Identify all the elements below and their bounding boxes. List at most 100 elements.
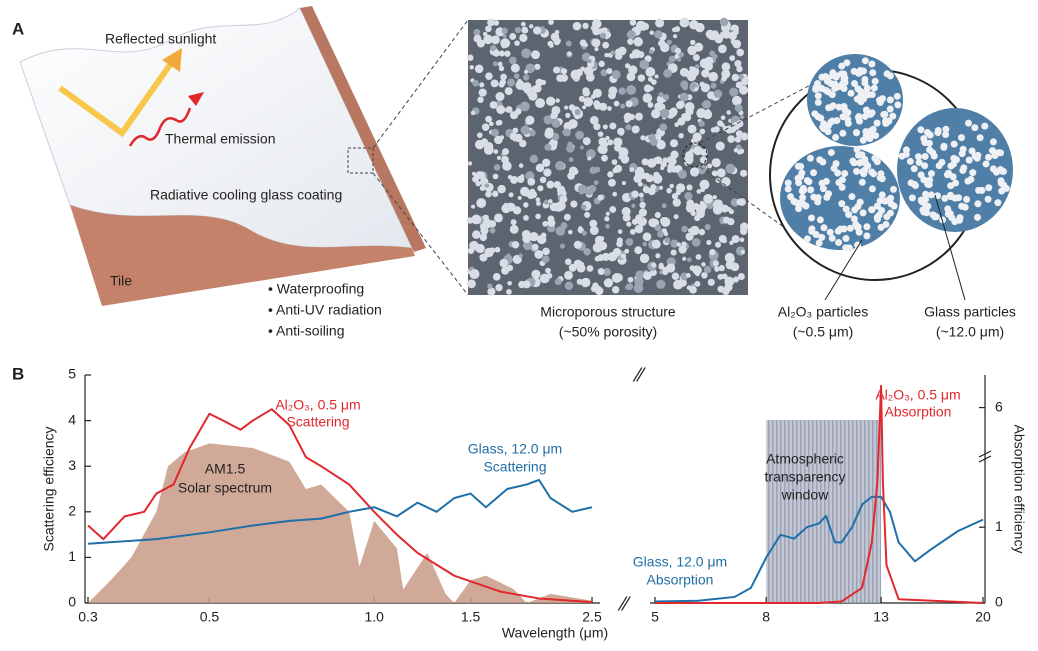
texture xyxy=(582,105,587,110)
texture xyxy=(577,261,585,269)
texture xyxy=(529,24,534,29)
texture xyxy=(597,194,604,201)
texture xyxy=(852,129,860,137)
texture xyxy=(814,92,822,100)
texture xyxy=(520,21,526,27)
texture xyxy=(950,154,958,162)
texture xyxy=(719,17,729,27)
axis-break: ⁄⁄ xyxy=(632,364,646,386)
texture xyxy=(846,224,854,232)
texture xyxy=(642,241,648,247)
texture xyxy=(795,179,803,187)
texture xyxy=(818,233,826,241)
texture xyxy=(479,82,485,88)
microporous-image xyxy=(466,17,749,296)
texture xyxy=(826,228,834,236)
texture xyxy=(611,70,621,79)
texture xyxy=(981,122,989,130)
texture xyxy=(467,279,476,289)
texture xyxy=(878,175,886,183)
texture xyxy=(699,128,706,135)
texture xyxy=(607,139,614,146)
texture xyxy=(484,141,494,152)
texture xyxy=(607,106,612,111)
texture xyxy=(974,200,982,208)
texture xyxy=(841,169,849,177)
texture xyxy=(560,68,568,75)
y-tick-label: 3 xyxy=(68,457,76,473)
texture xyxy=(514,133,523,143)
sunlight-arrow xyxy=(58,60,175,138)
caption: Microporous structure xyxy=(540,304,676,320)
texture xyxy=(520,125,530,135)
label: Thermal emission xyxy=(165,131,275,147)
texture xyxy=(844,115,852,123)
texture xyxy=(470,204,476,209)
texture xyxy=(625,238,634,246)
texture xyxy=(971,124,979,132)
texture xyxy=(681,225,688,233)
texture xyxy=(511,240,520,249)
texture xyxy=(479,233,488,242)
texture xyxy=(556,185,566,195)
texture xyxy=(917,126,925,134)
texture xyxy=(695,254,702,260)
texture xyxy=(925,139,933,147)
transparency-window xyxy=(766,420,882,603)
texture xyxy=(627,38,634,45)
texture xyxy=(519,139,527,148)
texture xyxy=(522,74,530,81)
texture xyxy=(963,195,971,203)
texture xyxy=(881,110,889,118)
texture xyxy=(642,93,653,103)
x-tick-label: 20 xyxy=(975,609,991,625)
texture xyxy=(622,209,628,215)
texture xyxy=(679,92,689,102)
texture xyxy=(601,27,608,33)
texture xyxy=(669,139,679,148)
texture xyxy=(594,46,599,52)
texture xyxy=(499,186,505,192)
texture xyxy=(654,102,664,112)
texture xyxy=(806,154,814,162)
texture xyxy=(854,241,862,249)
texture xyxy=(647,76,653,82)
texture xyxy=(653,171,660,179)
texture xyxy=(705,109,711,115)
texture xyxy=(582,22,589,30)
texture xyxy=(695,271,700,277)
texture xyxy=(810,169,818,177)
texture xyxy=(553,66,561,74)
texture xyxy=(994,199,1002,207)
texture xyxy=(668,55,676,63)
texture xyxy=(531,269,541,279)
texture xyxy=(523,84,533,94)
texture xyxy=(476,132,483,138)
texture xyxy=(504,87,513,96)
y2-tick-label: 6 xyxy=(995,398,1003,414)
texture xyxy=(542,247,550,256)
texture xyxy=(639,197,645,202)
texture xyxy=(578,226,583,231)
texture xyxy=(618,154,623,160)
texture xyxy=(609,206,617,213)
y-tick-label: 2 xyxy=(68,503,76,519)
texture xyxy=(570,69,581,80)
texture xyxy=(870,84,878,92)
texture xyxy=(624,63,631,69)
texture xyxy=(484,247,494,258)
texture xyxy=(929,149,937,157)
texture xyxy=(886,105,894,113)
texture xyxy=(823,77,831,85)
texture xyxy=(791,198,799,206)
annotation: window xyxy=(781,487,830,503)
texture xyxy=(579,145,584,150)
annotation: Absorption xyxy=(885,404,952,420)
texture xyxy=(967,175,975,183)
texture xyxy=(492,190,499,198)
texture xyxy=(740,249,745,255)
texture xyxy=(625,100,633,108)
texture xyxy=(914,153,922,161)
texture xyxy=(496,119,503,126)
texture xyxy=(635,112,643,121)
